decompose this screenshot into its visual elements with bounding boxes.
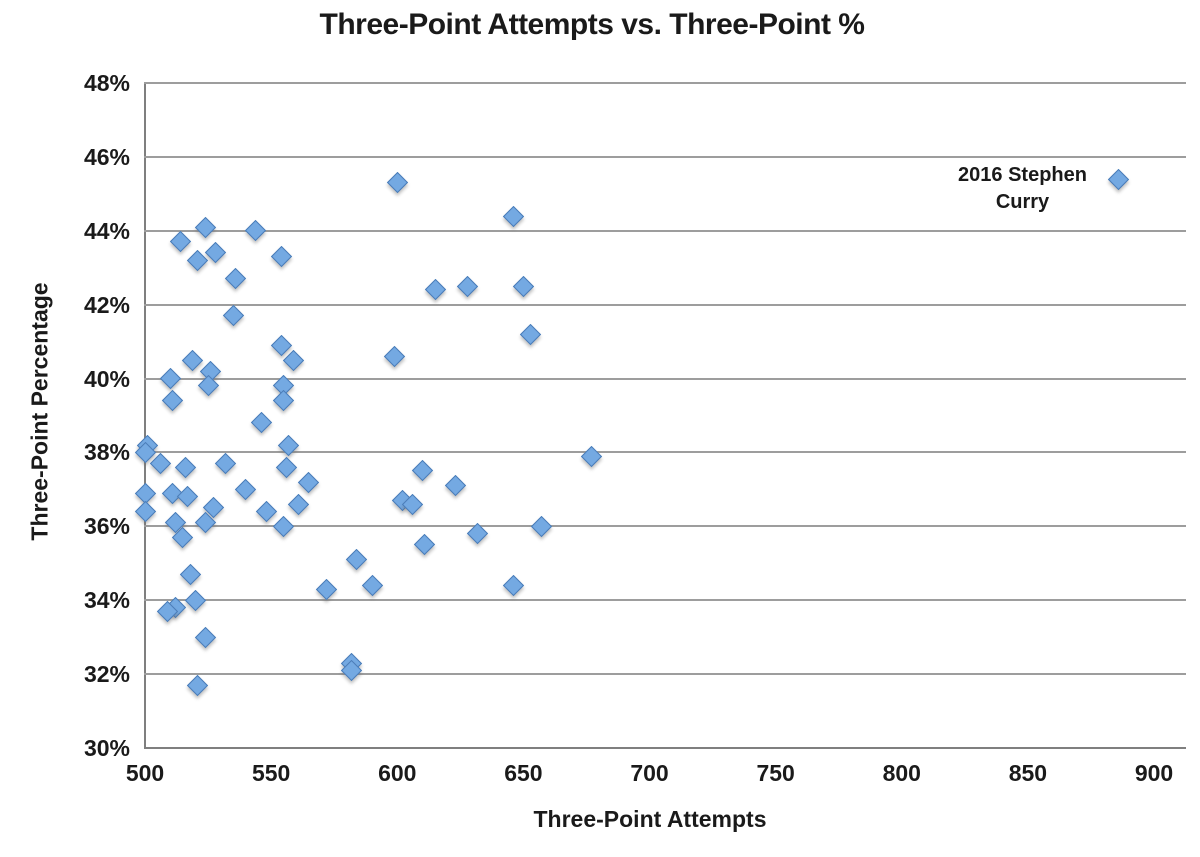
x-tick-label: 750 [756,760,795,786]
gridline [144,229,1186,232]
data-point-marker [414,534,436,556]
y-tick-label: 30% [83,735,130,761]
data-point-marker [411,460,434,482]
x-axis-title: Three-Point Attempts [533,806,767,832]
data-point-marker [530,515,552,537]
data-point-marker [502,205,524,227]
data-point-marker [149,452,171,475]
x-tick-label: 700 [630,760,669,786]
chart-title: Three-Point Attempts vs. Three-Point % [319,8,865,41]
y-tick-label: 38% [83,439,130,466]
data-point-marker [182,349,204,371]
x-axis-line [144,747,1186,749]
data-point-marker [270,246,292,268]
gridline [144,155,1186,158]
data-point-marker [222,305,244,327]
data-point-marker [316,578,338,600]
x-tick-label: 600 [378,760,417,786]
y-axis-line [144,82,146,749]
data-point-marker [177,486,199,508]
data-point-marker [444,475,466,497]
data-point-marker [270,334,292,356]
gridline [144,82,1186,84]
data-point-marker [386,172,408,194]
data-point-marker [512,275,534,297]
data-point-marker [225,268,247,290]
data-point-marker [194,216,217,238]
data-point-marker [283,349,305,371]
x-tick-label: 500 [125,760,165,786]
data-point-marker [457,275,479,297]
data-point-marker [169,231,191,253]
data-point-marker [384,345,406,367]
data-point-marker [250,412,272,434]
x-tick-label: 650 [504,760,543,786]
data-point-marker [179,563,201,585]
gridline [144,599,1186,602]
annotated-data-point-marker [1108,168,1130,190]
y-tick-label: 44% [83,217,130,244]
gridline [144,673,1186,676]
data-point-marker [288,493,310,515]
data-point-marker [346,548,368,571]
gridline [144,451,1186,454]
data-point-marker [580,445,603,467]
gridline [144,525,1186,528]
data-point-marker [235,478,257,500]
data-point-marker [184,589,207,611]
data-point-marker [187,674,209,696]
y-tick-label: 48% [83,70,130,96]
data-point-marker [134,500,156,523]
x-tick-label: 850 [1008,760,1048,786]
data-point-marker [502,574,524,597]
data-point-marker [273,515,295,537]
y-tick-label: 36% [83,513,130,540]
y-tick-label: 34% [83,587,130,614]
data-point-marker [159,367,181,390]
y-tick-label: 40% [83,365,130,392]
data-point-marker [194,626,217,648]
y-tick-label: 46% [83,143,130,170]
data-point-marker [275,456,297,478]
annotation-label: 2016 Stephen Curry [958,164,1087,213]
data-point-marker [162,390,184,412]
gridline [144,377,1186,380]
y-tick-label: 32% [83,661,130,688]
data-point-marker [215,452,237,475]
data-point-marker [273,390,295,412]
x-tick-label: 550 [251,760,291,786]
data-point-marker [424,279,446,301]
data-point-marker [361,574,383,597]
x-tick-label: 900 [1134,760,1174,786]
data-point-marker [174,456,196,478]
data-point-marker [298,471,320,493]
x-tick-label: 800 [882,760,921,786]
gridline [144,303,1186,306]
data-point-marker [520,323,542,345]
data-point-marker [255,500,277,523]
data-point-marker [245,220,267,242]
y-tick-label: 42% [83,291,130,318]
